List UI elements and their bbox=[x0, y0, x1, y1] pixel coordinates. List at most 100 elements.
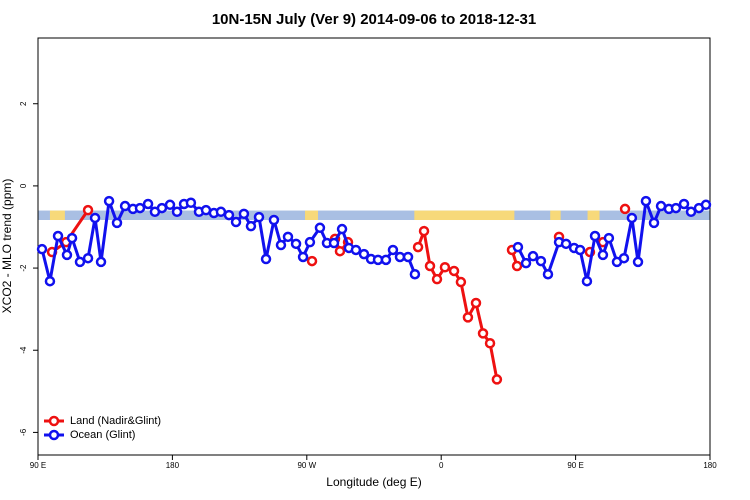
series-point bbox=[619, 203, 631, 215]
series-point bbox=[589, 230, 601, 242]
y-axis-label: XCO2 - MLO trend (ppm) bbox=[0, 179, 14, 314]
series-point bbox=[111, 217, 123, 229]
series-point bbox=[387, 244, 399, 256]
series-point bbox=[520, 257, 532, 269]
chart-title: 10N-15N July (Ver 9) 2014-09-06 to 2018-… bbox=[212, 11, 536, 28]
series-point bbox=[275, 239, 287, 251]
x-tick-label: 0 bbox=[439, 461, 444, 470]
series-point bbox=[215, 206, 227, 218]
series-point bbox=[171, 206, 183, 218]
series-point bbox=[260, 253, 272, 265]
legend-label: Ocean (Glint) bbox=[70, 429, 135, 441]
y-tick-label: -4 bbox=[19, 346, 28, 354]
series-point bbox=[603, 232, 615, 244]
legend-marker bbox=[48, 429, 60, 441]
series-point bbox=[424, 260, 436, 272]
series-point bbox=[618, 252, 630, 264]
series-point bbox=[670, 202, 682, 214]
series-point bbox=[66, 232, 78, 244]
series-point bbox=[431, 273, 443, 285]
series-point bbox=[484, 338, 496, 349]
series-point bbox=[103, 195, 115, 207]
series-point bbox=[142, 198, 154, 210]
legend-label: Land (Nadir&Glint) bbox=[70, 415, 161, 427]
y-tick-label: -2 bbox=[19, 264, 28, 272]
series-point bbox=[282, 231, 294, 243]
series-point bbox=[82, 252, 94, 264]
series-point bbox=[328, 237, 340, 249]
x-axis-label: Longitude (deg E) bbox=[326, 475, 421, 489]
series-point bbox=[640, 195, 652, 207]
series-point bbox=[535, 255, 547, 267]
series-point bbox=[82, 204, 94, 216]
series-point bbox=[439, 261, 451, 273]
series-point bbox=[597, 249, 609, 261]
series-point bbox=[574, 244, 586, 256]
land-shading bbox=[550, 210, 561, 221]
x-tick-label: 90 E bbox=[30, 461, 46, 470]
series-point bbox=[223, 209, 235, 221]
y-tick-label: 2 bbox=[19, 101, 28, 106]
series-point bbox=[700, 199, 712, 211]
legend-marker bbox=[48, 415, 60, 427]
series-point bbox=[685, 206, 697, 218]
series-point bbox=[462, 312, 474, 323]
series-point bbox=[409, 268, 421, 280]
series-point bbox=[245, 220, 257, 232]
y-tick-label: -6 bbox=[19, 428, 28, 436]
series-point bbox=[648, 217, 660, 229]
series-point bbox=[36, 243, 48, 255]
y-tick-label: 0 bbox=[19, 183, 28, 188]
series-point bbox=[238, 208, 250, 220]
series-point bbox=[455, 276, 467, 288]
series-point bbox=[304, 236, 316, 248]
series-point bbox=[402, 251, 414, 263]
series-point bbox=[448, 265, 460, 277]
series-point bbox=[632, 256, 644, 268]
land-shading bbox=[49, 210, 65, 221]
series-point bbox=[297, 251, 309, 263]
series-point bbox=[542, 268, 554, 280]
series-point bbox=[185, 197, 197, 208]
land-shading bbox=[305, 210, 318, 221]
series-point bbox=[95, 256, 107, 268]
series-point bbox=[626, 212, 638, 224]
series-point bbox=[290, 238, 302, 250]
series-point bbox=[491, 374, 503, 385]
series-point bbox=[268, 214, 280, 226]
series-point bbox=[61, 249, 73, 261]
land-shading bbox=[587, 210, 600, 221]
series-point bbox=[336, 223, 348, 235]
x-tick-label: 180 bbox=[166, 461, 180, 470]
series-point bbox=[512, 241, 524, 253]
series-point bbox=[44, 275, 56, 287]
series-point bbox=[470, 297, 482, 309]
series-point bbox=[156, 202, 168, 214]
series-point bbox=[412, 241, 424, 253]
series-point bbox=[560, 238, 572, 250]
series-point bbox=[527, 250, 539, 262]
series-point bbox=[394, 251, 406, 263]
x-tick-label: 90 E bbox=[567, 461, 583, 470]
series-point bbox=[350, 244, 362, 256]
series-point bbox=[52, 230, 64, 242]
series-point bbox=[334, 245, 346, 257]
series-point bbox=[253, 211, 265, 223]
x-tick-label: 90 W bbox=[297, 461, 316, 470]
series-point bbox=[678, 198, 690, 210]
series-point bbox=[164, 199, 176, 211]
ocean-band bbox=[38, 210, 710, 221]
series-point bbox=[314, 222, 326, 234]
x-tick-label: 180 bbox=[703, 461, 717, 470]
land-shading bbox=[414, 210, 515, 221]
series-point bbox=[358, 248, 370, 260]
series-point bbox=[581, 275, 593, 287]
series-point bbox=[477, 328, 489, 339]
series-point bbox=[511, 260, 523, 272]
series-point bbox=[230, 216, 242, 228]
series-point bbox=[418, 225, 430, 237]
series-point bbox=[306, 255, 318, 267]
series-point bbox=[380, 254, 392, 266]
series-point bbox=[89, 212, 101, 224]
